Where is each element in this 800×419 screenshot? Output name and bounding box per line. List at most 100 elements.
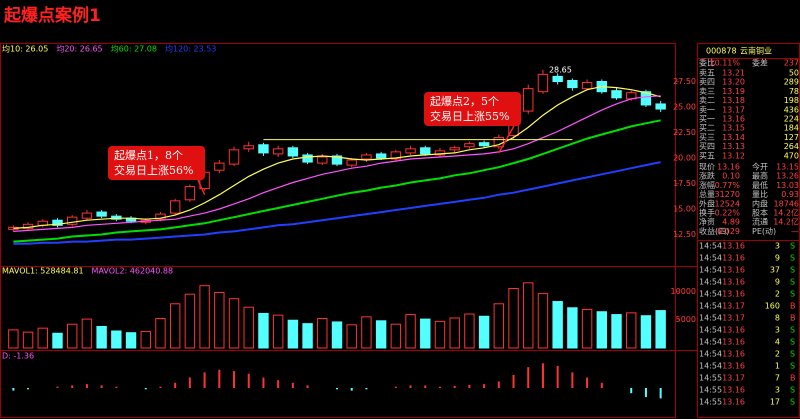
candle-body bbox=[258, 144, 269, 154]
quote-cell: 股本 bbox=[752, 208, 768, 218]
trade-cell: 14:54 bbox=[699, 254, 722, 263]
quote-cell: 4.89 bbox=[722, 218, 740, 227]
order-book-cell: 13.19 bbox=[722, 87, 745, 96]
volume-bar bbox=[317, 318, 328, 349]
order-book-cell: 470 bbox=[784, 151, 799, 160]
candle-body bbox=[611, 90, 622, 99]
volume-bar bbox=[8, 329, 19, 349]
candle-body bbox=[375, 153, 387, 159]
volume-legend: MAVOL1: 528484.81 bbox=[2, 267, 84, 276]
trade-cell: S bbox=[790, 398, 795, 407]
annotation-text: 起爆点2，5个 bbox=[430, 94, 499, 108]
volume-bar bbox=[567, 307, 578, 349]
order-book-cell: 买三 bbox=[699, 133, 715, 142]
trade-cell: 13.17 bbox=[722, 314, 745, 323]
trade-cell: 14:55 bbox=[699, 398, 722, 407]
trade-cell: 14:54 bbox=[699, 302, 722, 311]
candle-body bbox=[272, 148, 284, 155]
trade-cell: 14:54 bbox=[699, 290, 722, 299]
indicator-label: D: -1.36 bbox=[2, 352, 34, 361]
trade-cell: 13.16 bbox=[722, 242, 745, 251]
order-book-cell: 13.18 bbox=[722, 96, 745, 105]
volume-bar bbox=[537, 293, 549, 349]
candle-body bbox=[567, 79, 578, 89]
quote-cell: 现价 bbox=[699, 163, 715, 172]
volume-bar bbox=[390, 323, 402, 349]
volume-bar bbox=[258, 312, 269, 349]
quote-cell: PE(动) bbox=[752, 226, 776, 236]
quote-cell: 18746 bbox=[774, 199, 799, 208]
chart-frame bbox=[0, 43, 676, 418]
quote-cell: -0.029 bbox=[714, 227, 740, 236]
volume-bar bbox=[52, 332, 63, 349]
volume-bar bbox=[22, 331, 34, 349]
quote-cell: 委差 bbox=[752, 58, 768, 68]
volume-bar bbox=[155, 318, 166, 349]
quote-cell: 14.2亿 bbox=[773, 208, 799, 218]
trade-cell: S bbox=[790, 278, 795, 287]
stock-code: 000878 bbox=[706, 47, 737, 56]
stock-name: 云南铜业 bbox=[740, 46, 772, 56]
candle-body bbox=[390, 151, 402, 160]
quote-cell: 12524 bbox=[715, 199, 740, 208]
volume-bar bbox=[508, 288, 519, 349]
volume-bar bbox=[199, 285, 210, 349]
candle-body bbox=[478, 142, 490, 147]
quote-cell: 31270 bbox=[715, 190, 740, 199]
y-tick-label: 27.50 bbox=[673, 77, 696, 86]
quote-cell: 最高 bbox=[752, 171, 768, 181]
trade-cell: B bbox=[790, 314, 796, 323]
candle-body bbox=[464, 143, 475, 148]
volume-bar bbox=[581, 308, 593, 349]
order-book-cell: 127 bbox=[784, 133, 799, 142]
volume-bar bbox=[420, 318, 431, 349]
order-book-cell: 184 bbox=[784, 124, 799, 133]
annotation-box bbox=[108, 146, 205, 180]
trade-cell: 37 bbox=[770, 266, 780, 275]
candle-body bbox=[405, 148, 416, 154]
trade-cell: 13.16 bbox=[722, 326, 745, 335]
quote-cell: 内盘 bbox=[752, 198, 768, 208]
trade-cell: 14:54 bbox=[699, 278, 722, 287]
trade-cell: S bbox=[790, 242, 795, 251]
candle-body bbox=[420, 147, 431, 155]
trade-cell: 4 bbox=[775, 338, 780, 347]
candle-body bbox=[81, 212, 93, 219]
candle-body bbox=[640, 91, 652, 106]
quote-cell: 委比 bbox=[699, 58, 715, 68]
legend-entry: 均10: 26.05 bbox=[2, 44, 48, 54]
order-book-cell: 13.21 bbox=[722, 69, 745, 78]
trade-cell: 13.16 bbox=[722, 398, 745, 407]
trade-cell: 14:54 bbox=[699, 314, 722, 323]
quote-cell: 13.15 bbox=[776, 163, 799, 172]
quote-cell: 最低 bbox=[752, 180, 768, 190]
candle-body bbox=[302, 154, 313, 163]
candle-body bbox=[346, 159, 357, 166]
trade-cell: 13.16 bbox=[722, 386, 745, 395]
order-book-cell: 224 bbox=[784, 115, 799, 124]
volume-bar bbox=[655, 310, 666, 349]
candle-body bbox=[169, 200, 181, 214]
trade-cell: 1 bbox=[775, 362, 780, 371]
annotation-text: 交易日上涨55% bbox=[430, 109, 509, 123]
volume-bar bbox=[464, 313, 475, 349]
ma-line bbox=[13, 95, 661, 232]
trade-cell: 14:54 bbox=[699, 338, 722, 347]
order-book-cell: 13.17 bbox=[722, 105, 745, 114]
quote-cell: 净资 bbox=[699, 217, 715, 227]
order-book-cell: 买一 bbox=[699, 115, 715, 124]
order-book-cell: 卖二 bbox=[699, 96, 715, 105]
order-book-cell: 78 bbox=[789, 87, 799, 96]
candle-body bbox=[214, 162, 225, 171]
volume-bar bbox=[111, 330, 122, 349]
annotation-text: 交易日上涨56% bbox=[114, 163, 193, 177]
y-tick-label: 17.50 bbox=[673, 179, 696, 188]
legend-entry: 均120: 23.53 bbox=[165, 44, 216, 54]
quote-cell: 13.03 bbox=[776, 181, 799, 190]
volume-bar bbox=[287, 319, 299, 349]
legend-entry: 均60: 27.08 bbox=[111, 44, 157, 54]
quote-cell: 0.10 bbox=[722, 172, 740, 181]
candle-body bbox=[537, 73, 549, 93]
